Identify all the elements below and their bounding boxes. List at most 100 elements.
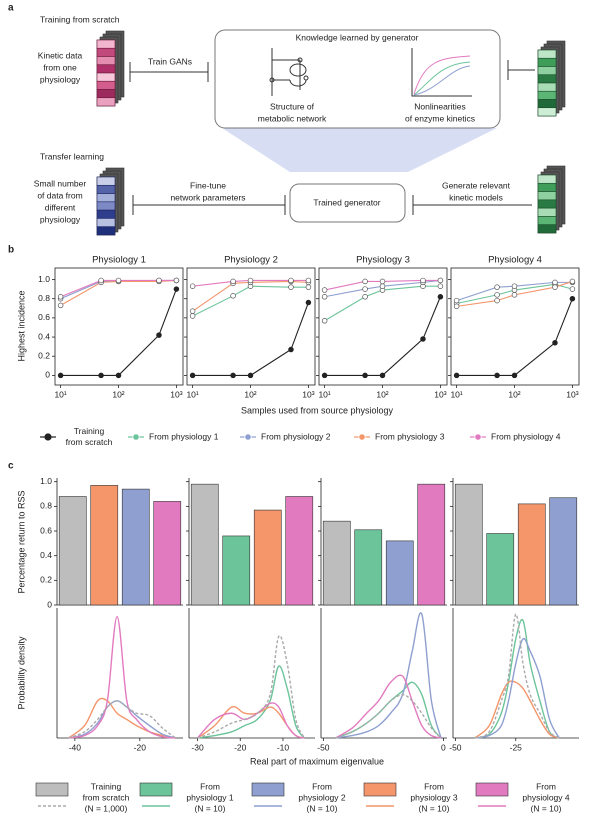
y-axis-label: Probability density bbox=[16, 636, 26, 710]
legend-marker bbox=[474, 433, 482, 441]
series-line bbox=[197, 705, 305, 739]
y-tick-label: 0.8 bbox=[38, 293, 50, 303]
legend-label: physiology 2 bbox=[298, 792, 346, 802]
flow-shape bbox=[222, 128, 497, 172]
series-line bbox=[197, 634, 305, 739]
bracket bbox=[132, 195, 286, 215]
bar bbox=[549, 497, 578, 606]
data-point bbox=[494, 292, 500, 298]
label: physiology bbox=[40, 74, 81, 84]
bar bbox=[354, 529, 383, 606]
data-point bbox=[552, 340, 558, 346]
series-line bbox=[335, 612, 442, 739]
legend-label: physiology 3 bbox=[410, 792, 458, 802]
stack-cell bbox=[537, 99, 557, 109]
x-tick-label: 10¹ bbox=[450, 389, 462, 399]
data-point bbox=[453, 303, 460, 310]
legend-label: From physiology 1 bbox=[149, 431, 219, 441]
legend-swatch bbox=[363, 782, 397, 797]
panel-label: c bbox=[8, 461, 14, 472]
data-point bbox=[379, 278, 386, 285]
x-tick-label: 10³ bbox=[434, 389, 446, 399]
data-point bbox=[288, 346, 294, 353]
y-tick-label: 1.0 bbox=[40, 476, 52, 486]
network-icon bbox=[269, 48, 309, 96]
bar bbox=[58, 496, 87, 606]
data-point bbox=[321, 372, 328, 379]
legend-marker bbox=[244, 433, 252, 441]
stack-cell bbox=[537, 224, 557, 234]
data-point bbox=[437, 283, 444, 289]
bar bbox=[153, 501, 182, 606]
legend-label: From bbox=[200, 781, 220, 791]
data-point bbox=[305, 299, 312, 306]
series-line bbox=[474, 680, 560, 739]
stack-cell bbox=[96, 201, 116, 211]
label: physiology bbox=[40, 214, 81, 224]
x-tick-label: 10² bbox=[376, 389, 388, 399]
label: different bbox=[45, 202, 76, 212]
chart-title: Physiology 1 bbox=[92, 255, 146, 266]
stack-cell bbox=[537, 191, 557, 201]
stack-cell bbox=[96, 176, 116, 186]
y-tick-label: 0.2 bbox=[38, 350, 50, 360]
data-point bbox=[57, 372, 64, 379]
legend-label: (N = 1,000) bbox=[85, 803, 128, 813]
label: metabolic network bbox=[258, 113, 327, 123]
stack-cell bbox=[96, 56, 116, 66]
y-tick-label: 0 bbox=[47, 599, 52, 609]
legend-swatch bbox=[139, 782, 173, 797]
x-tick-label: 10¹ bbox=[318, 389, 330, 399]
stack-cell bbox=[96, 39, 116, 49]
label: kinetic models bbox=[449, 192, 503, 202]
stack-cell bbox=[537, 216, 557, 226]
stack-cell bbox=[537, 199, 557, 209]
data-point bbox=[569, 286, 576, 292]
data-point bbox=[511, 283, 518, 289]
plot-frame bbox=[54, 267, 184, 386]
x-tick-label: -30 bbox=[191, 742, 204, 752]
bar bbox=[121, 488, 150, 606]
x-tick-label: -20 bbox=[234, 742, 247, 752]
stack-cell bbox=[96, 80, 116, 90]
line-chart: -50 -25 bbox=[449, 608, 579, 752]
y-tick-label: 0.4 bbox=[38, 331, 50, 341]
stack-cell bbox=[96, 226, 116, 236]
bracket bbox=[412, 195, 532, 215]
series-line bbox=[68, 700, 176, 739]
x-tick-label: -10 bbox=[277, 742, 290, 752]
data-point bbox=[569, 278, 576, 285]
label: network parameters bbox=[170, 192, 245, 202]
data-point bbox=[305, 277, 312, 284]
series-line bbox=[324, 296, 441, 376]
legend-label: Training bbox=[74, 426, 105, 436]
data-point bbox=[552, 279, 558, 286]
series-line bbox=[67, 697, 176, 739]
legend-swatch bbox=[251, 782, 285, 797]
data-point bbox=[420, 277, 426, 284]
label: Small number bbox=[34, 178, 87, 188]
data-point bbox=[57, 302, 64, 309]
series-line bbox=[192, 302, 309, 376]
data-point bbox=[362, 372, 368, 379]
y-tick-label: 0.2 bbox=[40, 575, 52, 585]
series-line bbox=[197, 665, 305, 739]
line-chart: Physiology 2 10¹ 10² 10³ bbox=[184, 255, 316, 399]
label: Structure of bbox=[270, 101, 315, 111]
data-point bbox=[98, 372, 104, 379]
series-line bbox=[474, 613, 560, 739]
generator-box bbox=[289, 183, 406, 223]
y-tick-label: 1.0 bbox=[38, 274, 50, 284]
data-point bbox=[189, 308, 196, 314]
data-point bbox=[115, 277, 122, 284]
y-axis-label: Percentage return to RSS bbox=[16, 490, 26, 593]
data-point bbox=[437, 277, 444, 284]
panel-label: b bbox=[8, 245, 14, 256]
legend-label: Training bbox=[91, 781, 122, 791]
label: Nonlinearities bbox=[414, 101, 466, 111]
stack-cell bbox=[96, 64, 116, 74]
data-point bbox=[305, 284, 312, 290]
data-point bbox=[379, 372, 386, 379]
stack-cell bbox=[537, 74, 557, 84]
x-tick-label: 10² bbox=[112, 389, 124, 399]
